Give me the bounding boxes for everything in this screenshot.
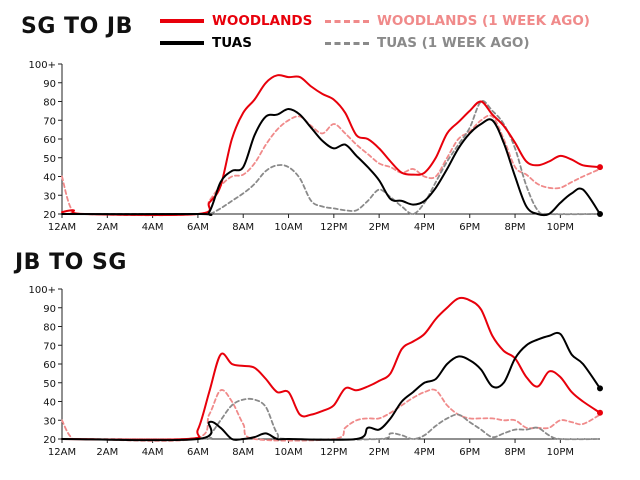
- sg-to-jb-x-tick-label: 2AM: [96, 222, 118, 233]
- jb-to-sg-x-tick-label: 8PM: [505, 447, 526, 458]
- jb-to-sg-x-tick-label: 12PM: [320, 447, 347, 458]
- jb-to-sg-x-tick-label: 4AM: [142, 447, 164, 458]
- jb-to-sg-y-tick-label: 50: [43, 379, 56, 390]
- jb-to-sg-y-tick-label: 100+: [29, 285, 56, 296]
- legend-tuas-prev-swatch: [325, 41, 369, 45]
- legend-tuas-label: TUAS: [212, 35, 252, 51]
- jb-to-sg-series-tuas-1-week-ago: [61, 397, 601, 441]
- jb-to-sg-y-tick-label: 60: [43, 360, 56, 371]
- sg-to-jb-series-woodlands-1-week-ago: [61, 114, 601, 217]
- legend-woodlands-swatch: [160, 19, 204, 23]
- sg-to-jb-y-tick-label: 80: [43, 98, 56, 109]
- sg-to-jb-series-woodlands-endpoint: [597, 164, 603, 171]
- legend-tuas-prev-label: TUAS (1 WEEK AGO): [377, 35, 530, 51]
- jb-to-sg-x-tick-label: 2PM: [369, 447, 390, 458]
- jb-to-sg-y-tick-label: 80: [43, 323, 56, 334]
- sg-to-jb-x-tick-label: 8AM: [232, 222, 254, 233]
- jb-to-sg-x-tick-label: 2AM: [96, 447, 118, 458]
- sg-to-jb-y-tick-label: 90: [43, 79, 56, 90]
- sg-to-jb-y-tick-label: 30: [43, 191, 56, 202]
- sg-to-jb-x-tick-label: 12AM: [48, 222, 76, 233]
- sg-to-jb-y-tick-label: 20: [43, 210, 56, 221]
- sg-to-jb-y-tick-label: 100+: [29, 60, 56, 71]
- legend-woodlands-prev: WOODLANDS (1 WEEK AGO): [325, 13, 590, 29]
- jb-to-sg-series-woodlands-endpoint: [597, 409, 603, 416]
- legend-woodlands-label: WOODLANDS: [212, 13, 313, 29]
- sg-to-jb-x-tick-label: 12PM: [320, 222, 347, 233]
- sg-to-jb-series-tuas: [61, 108, 601, 217]
- jb-to-sg-series-tuas-endpoint: [597, 385, 603, 392]
- jb-to-sg-y-tick-label: 40: [43, 398, 56, 409]
- jb-to-sg-title: JB TO SG: [15, 250, 127, 275]
- jb-to-sg-x-tick-label: 10PM: [547, 447, 574, 458]
- jb-to-sg-y-tick-label: 70: [43, 341, 56, 352]
- jb-to-sg-y-tick-label: 20: [43, 435, 56, 446]
- legend-tuas-swatch: [160, 41, 204, 45]
- chart-legend: WOODLANDS WOODLANDS (1 WEEK AGO) TUAS TU…: [160, 11, 630, 55]
- jb-to-sg-x-tick-label: 4PM: [414, 447, 435, 458]
- sg-to-jb-x-tick-label: 6PM: [459, 222, 480, 233]
- legend-tuas-prev: TUAS (1 WEEK AGO): [325, 35, 530, 51]
- sg-to-jb-x-tick-label: 4PM: [414, 222, 435, 233]
- legend-woodlands: WOODLANDS: [160, 13, 312, 29]
- jb-to-sg-x-tick-label: 6PM: [459, 447, 480, 458]
- legend-woodlands-prev-swatch: [325, 19, 369, 23]
- sg-to-jb-x-tick-label: 10AM: [274, 222, 302, 233]
- sg-to-jb-title: SG TO JB: [21, 14, 133, 39]
- sg-to-jb-x-tick-label: 10PM: [547, 222, 574, 233]
- sg-to-jb-series-tuas-1-week-ago: [61, 100, 601, 216]
- legend-woodlands-prev-label: WOODLANDS (1 WEEK AGO): [377, 13, 590, 29]
- sg-to-jb-series-tuas-endpoint: [597, 211, 603, 217]
- sg-to-jb-y-tick-label: 60: [43, 135, 56, 146]
- legend-tuas: TUAS: [160, 35, 252, 51]
- jb-to-sg-x-tick-label: 8AM: [232, 447, 254, 458]
- jb-to-sg-y-tick-label: 90: [43, 304, 56, 315]
- jb-to-sg-x-tick-label: 10AM: [274, 447, 302, 458]
- jb-to-sg-series-tuas: [61, 331, 601, 442]
- sg-to-jb-y-tick-label: 40: [43, 173, 56, 184]
- jb-to-sg-x-tick-label: 12AM: [48, 447, 76, 458]
- sg-to-jb-x-tick-label: 8PM: [505, 222, 526, 233]
- jb-to-sg-y-tick-label: 30: [43, 416, 56, 427]
- sg-to-jb-series-woodlands: [61, 74, 601, 216]
- jb-to-sg-series-woodlands-1-week-ago: [61, 388, 601, 442]
- sg-to-jb-y-tick-label: 70: [43, 116, 56, 127]
- sg-to-jb-x-tick-label: 4AM: [142, 222, 164, 233]
- sg-to-jb-x-tick-label: 6AM: [187, 222, 209, 233]
- sg-to-jb-x-tick-label: 2PM: [369, 222, 390, 233]
- sg-to-jb-chart: 20 30 40 50 60 70 80 90 100+ 12AM 2AM 4AM 6AM 8AM 10AM…: [29, 60, 603, 233]
- jb-to-sg-chart: 20 30 40 50 60 70 80 90 100+ 12AM 2AM 4AM 6AM 8AM 10AM…: [29, 285, 603, 458]
- sg-to-jb-y-tick-label: 50: [43, 154, 56, 165]
- jb-to-sg-x-tick-label: 6AM: [187, 447, 209, 458]
- jb-to-sg-series-woodlands: [61, 296, 601, 441]
